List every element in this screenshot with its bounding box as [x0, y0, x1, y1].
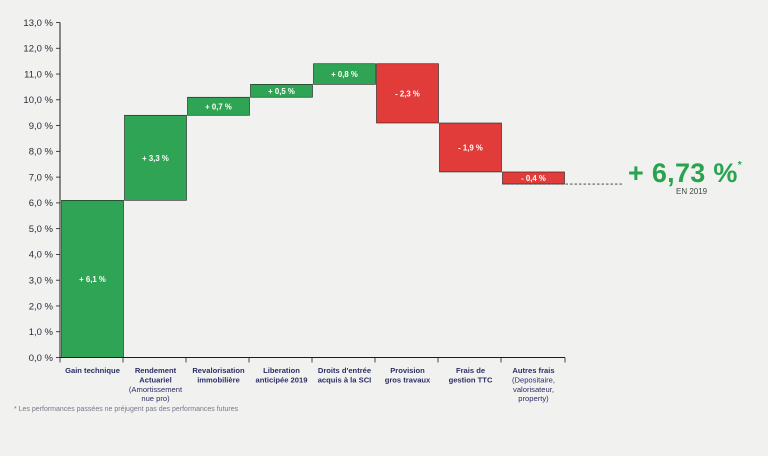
- y-tick-label: 1,0 %: [29, 327, 54, 338]
- total-result: + 6,73 %* EN 2019: [628, 158, 768, 196]
- bar-value-label: - 2,3 %: [395, 89, 420, 98]
- category-label: Droits d'entrée: [318, 366, 371, 375]
- category-label: Frais de: [456, 366, 485, 375]
- y-tick-label: 11,0 %: [24, 69, 53, 80]
- category-sublabel: nue pro): [141, 394, 170, 403]
- bar-value-label: + 0,8 %: [331, 70, 358, 79]
- y-tick-label: 5,0 %: [29, 224, 54, 235]
- category-sublabel: valorisateur,: [513, 385, 554, 394]
- bar: [502, 171, 565, 185]
- y-tick-label: 10,0 %: [23, 95, 53, 106]
- y-tick-label: 2,0 %: [29, 301, 54, 312]
- bar-value-label: + 6,1 %: [79, 275, 106, 284]
- total-result-asterisk: *: [737, 160, 742, 171]
- category-label: Autres frais: [512, 366, 554, 375]
- category-label: anticipée 2019: [256, 375, 308, 384]
- category-label: Liberation: [263, 366, 300, 375]
- y-tick-label: 9,0 %: [29, 121, 54, 132]
- total-result-value: + 6,73 %*: [628, 158, 768, 189]
- bar-value-label: + 3,3 %: [142, 154, 169, 163]
- bar-value-label: + 0,5 %: [268, 87, 295, 96]
- bar-value-label: + 0,7 %: [205, 102, 232, 111]
- category-label: Rendement: [135, 366, 177, 375]
- category-label: immobilière: [197, 375, 240, 384]
- category-label: acquis à la SCI: [318, 375, 372, 384]
- total-result-year: EN 2019: [676, 187, 708, 196]
- y-tick-label: 7,0 %: [29, 172, 54, 183]
- category-label: Gain technique: [65, 366, 120, 375]
- y-tick-label: 4,0 %: [29, 250, 54, 261]
- category-sublabel: property): [518, 394, 549, 403]
- total-result-label: + 6,73 %: [628, 158, 738, 188]
- category-sublabel: (Amortissement: [129, 385, 183, 394]
- axes: [56, 22, 566, 363]
- bar: [250, 84, 313, 98]
- y-tick-label: 3,0 %: [29, 275, 54, 286]
- category-label: Actuariel: [139, 375, 172, 384]
- y-tick-label: 6,0 %: [29, 198, 54, 209]
- bar: [124, 114, 187, 201]
- category-label: Revalorisation: [192, 366, 245, 375]
- bar: [313, 63, 376, 85]
- category-sublabel: (Depositaire,: [512, 375, 555, 384]
- category-label: gestion TTC: [449, 375, 493, 384]
- y-tick-label: 0,0 %: [29, 353, 54, 364]
- category-label: Provision: [390, 366, 425, 375]
- y-tick-label: 13,0 %: [23, 18, 53, 29]
- bar: [376, 63, 439, 124]
- y-tick-label: 8,0 %: [29, 147, 54, 158]
- bar-value-label: - 1,9 %: [458, 143, 483, 152]
- category-label: gros travaux: [385, 375, 431, 384]
- bars-layer: [61, 63, 622, 358]
- bar: [187, 96, 250, 116]
- labels-layer: + 6,1 % + 3,3 % + 0,7 % + 0,5 % + 0,8 % - 2,3…: [23, 18, 555, 403]
- bar: [61, 200, 124, 358]
- bar-value-label: - 0,4 %: [521, 174, 546, 183]
- y-tick-label: 12,0 %: [23, 44, 53, 55]
- footnote: * Les performances passées ne préjugent …: [14, 406, 239, 413]
- bar: [439, 122, 502, 173]
